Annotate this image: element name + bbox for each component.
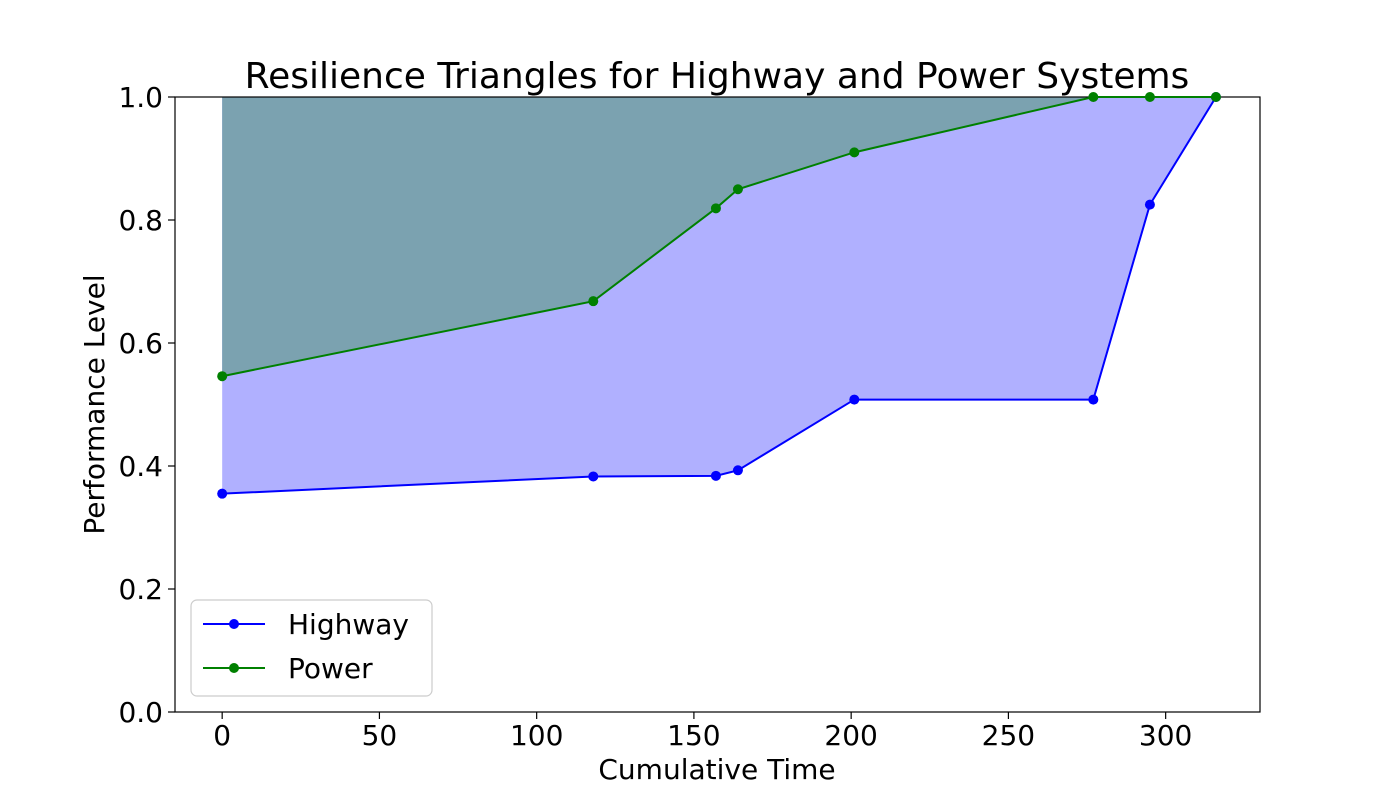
y-tick-label: 0.6 [118, 327, 163, 360]
plot-frame [174, 96, 1261, 713]
x-tick-label: 250 [982, 719, 1035, 752]
data-point-power [217, 371, 228, 382]
data-point-power [1144, 92, 1155, 102]
data-point-highway [1144, 199, 1155, 210]
data-point-highway [1088, 394, 1099, 405]
legend-label-power: Power [288, 652, 373, 685]
data-point-highway [710, 470, 721, 481]
series-lines [217, 92, 1221, 499]
x-tick-label: 300 [1139, 719, 1192, 752]
fill-areas [222, 97, 1216, 494]
x-axis-label: Cumulative Time [598, 753, 835, 786]
data-point-power [732, 184, 743, 195]
x-tick-label: 50 [362, 719, 398, 752]
y-axis-label: Performance Level [78, 274, 111, 534]
x-tick-label: 200 [824, 719, 877, 752]
fill-area-power [222, 97, 1216, 377]
y-tick-label: 0.8 [118, 204, 163, 237]
series-line-power [221, 96, 1216, 378]
chart-title: Resilience Triangles for Highway and Pow… [245, 56, 1190, 97]
series-line-highway [222, 96, 1217, 495]
data-point-highway [217, 488, 228, 499]
data-point-power [588, 296, 599, 307]
x-axis-ticks: 0 50 100 150 200 250 300 [213, 712, 1192, 752]
y-tick-label: 1.0 [118, 81, 163, 114]
legend-label-highway: Highway [288, 608, 409, 641]
y-axis-ticks: 0.0 0.2 0.4 0.6 0.8 1.0 [118, 81, 175, 729]
x-tick-label: 150 [667, 719, 720, 752]
data-point-power [710, 203, 721, 214]
x-tick-label: 0 [213, 719, 231, 752]
data-point-power [849, 147, 860, 158]
y-tick-label: 0.0 [118, 696, 163, 729]
data-point-highway [732, 465, 743, 476]
legend-marker-highway [229, 619, 239, 629]
data-point-power [1088, 92, 1099, 102]
data-point-highway [849, 394, 860, 405]
legend: Highway Power [190, 599, 433, 697]
data-point-highway [588, 471, 599, 482]
legend-marker-power [229, 663, 239, 673]
data-point-power [1210, 92, 1221, 102]
y-tick-label: 0.4 [118, 450, 163, 483]
x-tick-label: 100 [510, 719, 563, 752]
y-tick-label: 0.2 [118, 573, 163, 606]
